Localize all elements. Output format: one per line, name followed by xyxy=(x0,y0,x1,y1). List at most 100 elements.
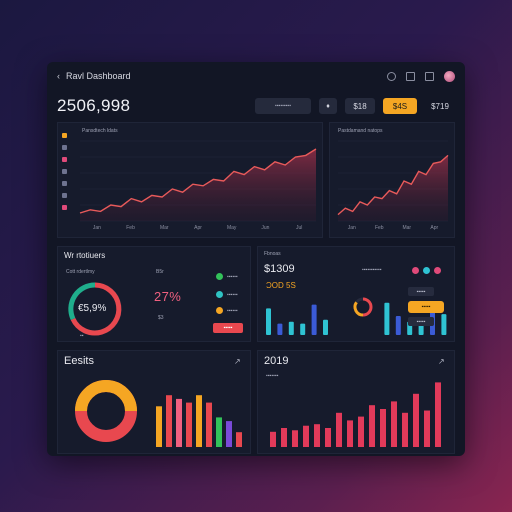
chart-tool-icon[interactable] xyxy=(62,205,67,210)
ring-value: €5,9% xyxy=(78,303,107,314)
bar[interactable] xyxy=(391,401,397,447)
widgets-subtitle: Cott rdertlmy xyxy=(66,269,95,275)
stats-button-2[interactable]: ▪▪▪▪▪ xyxy=(408,317,434,326)
chart-tool-icon[interactable] xyxy=(62,193,67,198)
x-tick-label: Jun xyxy=(261,225,269,231)
bar[interactable] xyxy=(281,428,287,447)
bar[interactable] xyxy=(314,424,320,447)
legend-dot xyxy=(216,307,223,314)
bottom-left-panel: Eesits ↗ xyxy=(57,350,251,454)
bottom-left-bar-chart xyxy=(156,395,242,447)
side-chart-label: Pastdamand natops xyxy=(338,128,383,134)
stats-toggle-icon[interactable] xyxy=(412,267,419,274)
bar[interactable] xyxy=(186,402,192,447)
bar[interactable] xyxy=(325,428,331,447)
side-area-chart: Jan Feb Mar Apr xyxy=(337,140,449,231)
legend-item: ▪▪▪▪▪▪ xyxy=(216,273,238,280)
filter-icon-button[interactable]: ♦ xyxy=(319,98,337,114)
x-tick-label: Apr xyxy=(194,225,202,231)
pie-slice[interactable] xyxy=(353,301,364,317)
legend-item: ▪▪▪▪▪▪ xyxy=(216,307,238,314)
x-tick-label: Jan xyxy=(93,225,101,231)
bar[interactable] xyxy=(236,432,242,447)
bar[interactable] xyxy=(336,412,342,447)
x-tick-label: May xyxy=(227,225,237,231)
bar[interactable] xyxy=(435,382,441,447)
bar[interactable] xyxy=(206,402,212,447)
stats-bar-chart xyxy=(266,297,447,335)
stats-toggle-icon[interactable] xyxy=(423,267,430,274)
ring-caption: ▪▪ xyxy=(80,333,84,339)
bar[interactable] xyxy=(196,395,202,447)
value-button-active[interactable]: $4S xyxy=(383,98,417,114)
bar[interactable] xyxy=(380,409,386,447)
bar[interactable] xyxy=(166,395,172,447)
mini-label: B5r xyxy=(156,269,164,275)
expand-icon[interactable]: ↗ xyxy=(234,357,241,366)
bar[interactable] xyxy=(418,323,424,335)
bar[interactable] xyxy=(384,302,390,335)
chart-tool-icon[interactable] xyxy=(62,157,67,162)
bar[interactable] xyxy=(303,425,309,447)
bar[interactable] xyxy=(413,393,419,447)
legend-label: ▪▪▪▪▪▪ xyxy=(227,273,238,280)
widget-action-button[interactable]: ▪▪▪▪▪ xyxy=(213,323,243,333)
bar[interactable] xyxy=(347,420,353,447)
widgets-panel: Wr rtotiuers Cott rdertlmy €5,9% ▪▪ B5r … xyxy=(57,246,251,342)
bar[interactable] xyxy=(266,308,271,335)
bottom-right-bar-chart xyxy=(270,382,441,447)
bar[interactable] xyxy=(292,430,298,447)
value-button-3[interactable]: $719 xyxy=(431,101,449,111)
stats-button-1[interactable]: ▪▪▪▪▪ xyxy=(408,287,434,296)
percent-value: 27% xyxy=(154,289,182,304)
ring-gauge xyxy=(68,282,122,336)
bar[interactable] xyxy=(176,398,182,447)
back-arrow-icon[interactable]: ‹ xyxy=(57,71,60,81)
title-bar: ‹ Ravl Dashboard xyxy=(47,62,465,90)
chart-tool-icon[interactable] xyxy=(62,145,67,150)
donut-segment[interactable] xyxy=(75,380,137,412)
stats-value: $1309 xyxy=(264,263,295,275)
stats-button-primary[interactable]: ▪▪▪▪▪ xyxy=(408,301,444,313)
bell-icon[interactable] xyxy=(425,71,434,81)
clock-icon[interactable] xyxy=(387,71,396,81)
legend-label: ▪▪▪▪▪▪ xyxy=(227,307,238,314)
legend-item: ▪▪▪▪▪▪ xyxy=(216,291,238,298)
bar[interactable] xyxy=(156,406,162,447)
stats-panel: Fbnoas $1309 ƆOD 5S ▪▪▪▪▪▪▪▪▪▪▪ ▪▪▪▪▪ ▪▪… xyxy=(257,246,455,342)
bar[interactable] xyxy=(270,431,276,447)
pie-slice[interactable] xyxy=(362,297,373,317)
chart-tool-icon[interactable] xyxy=(62,169,67,174)
bar[interactable] xyxy=(358,416,364,447)
value-button-1[interactable]: $18 xyxy=(345,98,375,114)
bar[interactable] xyxy=(402,412,408,447)
bar[interactable] xyxy=(323,319,328,335)
bar[interactable] xyxy=(395,316,401,335)
bar[interactable] xyxy=(300,323,306,335)
main-area-chart: Jan Feb Mar Apr May Jun Jul xyxy=(79,140,317,231)
avatar[interactable] xyxy=(444,70,455,82)
bar[interactable] xyxy=(216,417,222,447)
x-tick-label: Feb xyxy=(375,225,384,231)
bar[interactable] xyxy=(441,314,447,335)
bar[interactable] xyxy=(288,321,294,335)
bar[interactable] xyxy=(226,421,232,447)
bar[interactable] xyxy=(277,323,283,335)
pie-slice[interactable] xyxy=(355,297,364,304)
legend-dot xyxy=(216,273,223,280)
header-row: 2506,998 ▪▪▪▪▪▪▪▪▪ ♦ $18 $4S $719 xyxy=(57,92,455,120)
expand-icon[interactable]: ↗ xyxy=(438,357,445,366)
bar[interactable] xyxy=(369,405,375,447)
window-title: Ravl Dashboard xyxy=(66,71,131,81)
bottom-left-title: Eesits xyxy=(64,355,94,367)
main-chart-panel: Pansdtech ldats Jan Feb Mar Apr May Jun Jul xyxy=(57,122,323,238)
chart-tool-icon[interactable] xyxy=(62,181,67,186)
legend-label: ▪▪▪▪▪▪ xyxy=(227,291,238,298)
bar[interactable] xyxy=(311,304,317,335)
chart-tool-icon[interactable] xyxy=(62,133,67,138)
stats-filter-label[interactable]: ▪▪▪▪▪▪▪▪▪▪▪ xyxy=(362,267,382,273)
chat-icon[interactable] xyxy=(406,71,415,81)
stats-toggle-icon[interactable] xyxy=(434,267,441,274)
date-range-button[interactable]: ▪▪▪▪▪▪▪▪▪ xyxy=(255,98,311,114)
bar[interactable] xyxy=(424,410,430,447)
